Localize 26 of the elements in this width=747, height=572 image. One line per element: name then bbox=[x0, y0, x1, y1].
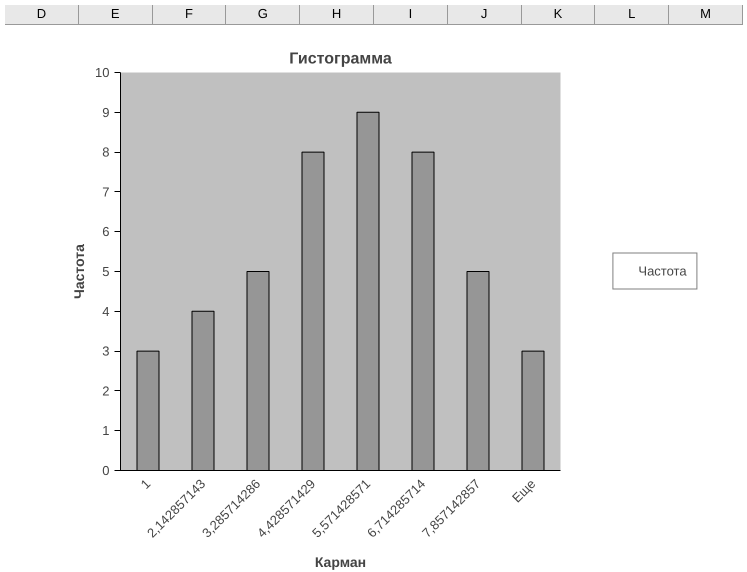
text: I bbox=[374, 5, 448, 24]
text: K bbox=[522, 5, 596, 24]
text: D bbox=[5, 5, 79, 24]
x-tick-label: Еще bbox=[508, 476, 538, 506]
y-tick-label: 1 bbox=[102, 423, 110, 438]
text: H bbox=[300, 5, 374, 24]
text: Частота bbox=[638, 264, 687, 278]
text: M bbox=[669, 5, 743, 24]
y-tick-label: 7 bbox=[102, 184, 110, 200]
x-axis-title: Карман bbox=[314, 554, 366, 570]
y-tick-label: 5 bbox=[102, 264, 110, 279]
text: L bbox=[595, 5, 670, 24]
y-tick-label: 3 bbox=[102, 344, 110, 359]
y-tick-label: 8 bbox=[102, 144, 110, 160]
y-tick-label: 4 bbox=[102, 304, 110, 319]
text: G bbox=[226, 5, 300, 24]
y-tick-label: 0 bbox=[102, 463, 110, 478]
text: F bbox=[152, 5, 226, 24]
text: E bbox=[78, 5, 153, 24]
text: J bbox=[448, 5, 522, 24]
y-tick-label: 9 bbox=[102, 104, 110, 120]
y-tick-label: 6 bbox=[102, 224, 110, 240]
chart-title: Гистограмма bbox=[289, 50, 392, 68]
y-tick-label: 2 bbox=[102, 383, 110, 398]
y-tick-label: 10 bbox=[95, 65, 110, 80]
y-axis-title: Частота bbox=[71, 244, 88, 299]
